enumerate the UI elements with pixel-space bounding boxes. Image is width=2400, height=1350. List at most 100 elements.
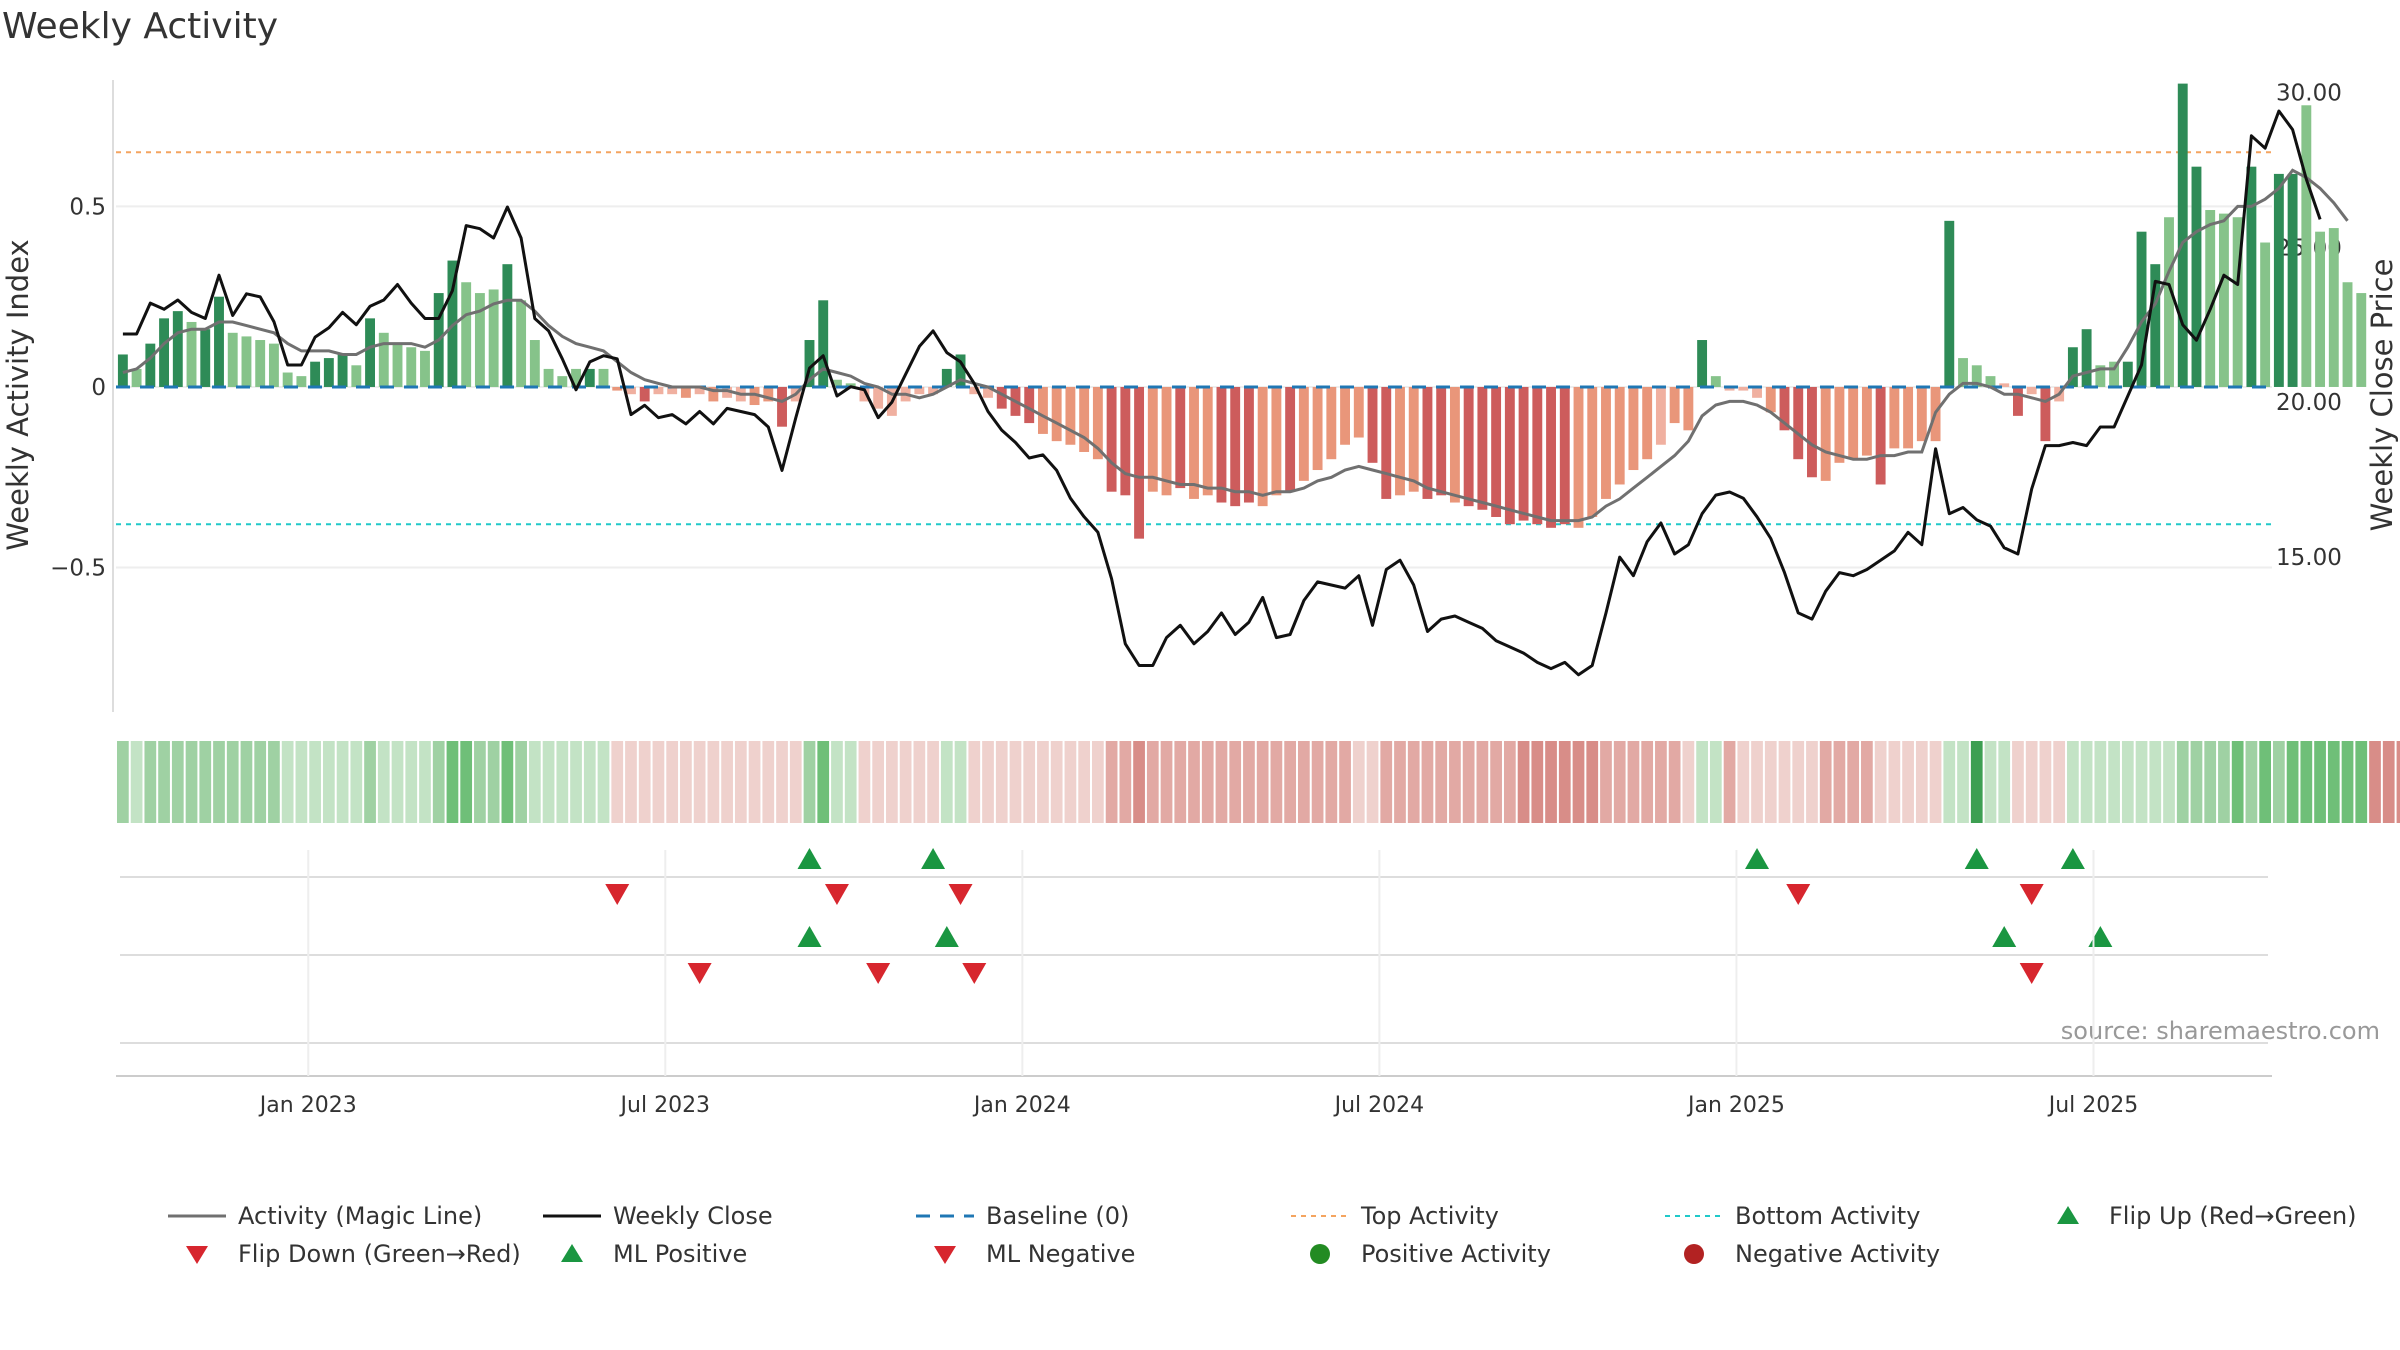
activity-bar [2342, 282, 2353, 387]
heat-strip-cell [1957, 741, 1969, 823]
activity-bar [2067, 347, 2078, 387]
activity-bar [1436, 386, 1447, 496]
heat-strip-cell [1751, 741, 1763, 823]
heat-strip-cell [240, 741, 253, 823]
heat-strip-cell [213, 741, 225, 823]
x-tick-label: Jul 2025 [2047, 1093, 2139, 1118]
heat-strip-cell [1297, 741, 1310, 823]
heat-strip-cell [2080, 741, 2093, 823]
legend-label: ML Negative [986, 1240, 1136, 1268]
activity-bar [2218, 213, 2229, 387]
heat-strip-cell [144, 741, 157, 823]
heat-strip-cell [2121, 741, 2134, 823]
activity-bar [1587, 386, 1598, 517]
heat-strip-cell [1998, 741, 2011, 823]
activity-bar [1422, 386, 1433, 499]
heat-strip-cell [940, 741, 953, 823]
activity-bar [543, 368, 554, 387]
activity-bar [2246, 166, 2257, 387]
heat-strip-cell [803, 741, 816, 823]
heat-strip-cell [1476, 741, 1489, 823]
signal-markers [116, 848, 2272, 1077]
activity-bar [598, 368, 609, 387]
heat-strip-cell [1215, 741, 1228, 823]
activity-bar [516, 300, 527, 387]
activity-bar [1793, 386, 1804, 460]
heat-strip-cell [1325, 741, 1338, 823]
heat-strip-cell [886, 741, 898, 823]
activity-bar [1216, 386, 1227, 503]
legend-item: Baseline (0) [914, 1202, 1129, 1230]
activity-bar [1326, 386, 1337, 460]
legend-item: ML Negative [914, 1240, 1135, 1268]
heat-strip-cell [1737, 741, 1750, 823]
activity-bar [1628, 386, 1639, 471]
activity-bar [378, 332, 389, 387]
activity-bar [1189, 386, 1199, 499]
heat-strip-cell [1531, 741, 1544, 823]
activity-bar [529, 340, 540, 387]
heat-strip-cell [1764, 741, 1777, 823]
activity-bar [2205, 210, 2216, 387]
activity-bar [969, 386, 980, 395]
heat-strip-cell [693, 741, 706, 823]
activity-bar [323, 358, 334, 387]
heat-strip-cell [350, 741, 363, 823]
heat-strip-cell [707, 741, 720, 823]
activity-bar [2356, 293, 2367, 387]
flip-up-marker [2060, 848, 2085, 869]
heat-strip-cell [1462, 741, 1475, 823]
activity-bar [1999, 383, 2010, 387]
activity-bar [2109, 361, 2120, 387]
activity-bar [2191, 166, 2202, 387]
ml-negative-marker [866, 963, 891, 984]
x-axis: Jan 2023 Jul 2023 Jan 2024 Jul 2024 Jan 2025… [258, 850, 2138, 1118]
activity-bar [2164, 217, 2174, 387]
heat-strip-cell [789, 741, 802, 823]
heat-strip-cell [844, 741, 857, 823]
heat-strip-cell [336, 741, 349, 823]
circle-green-icon [1289, 1242, 1351, 1266]
tri-down-icon [166, 1242, 228, 1266]
activity-bar [1669, 386, 1680, 424]
left-y-tick-label: 0.5 [69, 194, 106, 220]
flip-up-marker [1964, 848, 1989, 869]
ml-positive-marker [2088, 926, 2113, 947]
activity-bar [1985, 376, 1996, 387]
activity-bar [1079, 386, 1090, 452]
heat-strip-cell [2012, 741, 2024, 823]
activity-bar [1601, 386, 1611, 499]
activity-bar [1120, 386, 1131, 496]
activity-bar [1875, 386, 1886, 485]
heat-strip-cell [1806, 741, 1818, 823]
heat-strip-cell [638, 741, 651, 823]
x-tick-label: Jul 2023 [619, 1093, 711, 1118]
legend-item: Weekly Close [541, 1202, 773, 1230]
activity-bar [172, 311, 183, 387]
activity-bar [200, 329, 211, 387]
activity-bar [2301, 105, 2312, 387]
heat-strip-cell [995, 741, 1008, 823]
activity-bar [2315, 231, 2326, 387]
legend-label: Flip Down (Green→Red) [238, 1240, 521, 1268]
activity-bar [337, 354, 348, 387]
heat-strip-cell [2314, 741, 2326, 823]
heat-strip-cell [1586, 741, 1599, 823]
heat-strip-cell [1243, 741, 1255, 823]
legend-label: Negative Activity [1735, 1240, 1941, 1268]
activity-bar [955, 354, 966, 387]
heat-strip-cell [487, 741, 500, 823]
heat-strip-cell [1009, 741, 1022, 823]
heat-strip-cell [1270, 741, 1283, 823]
flip-up-marker [797, 848, 822, 869]
activity-bar [1037, 386, 1048, 434]
heat-strip-cell [1558, 741, 1571, 823]
activity-bar [1834, 386, 1845, 463]
legend-label: Weekly Close [613, 1202, 773, 1230]
heat-strip-cell [982, 741, 994, 823]
heat-strip-cell [1696, 741, 1708, 823]
right-y-tick-label: 15.00 [2276, 545, 2342, 571]
line-gray-icon [166, 1204, 228, 1228]
heat-strip-cell [446, 741, 459, 823]
activity-bar [1546, 386, 1556, 528]
